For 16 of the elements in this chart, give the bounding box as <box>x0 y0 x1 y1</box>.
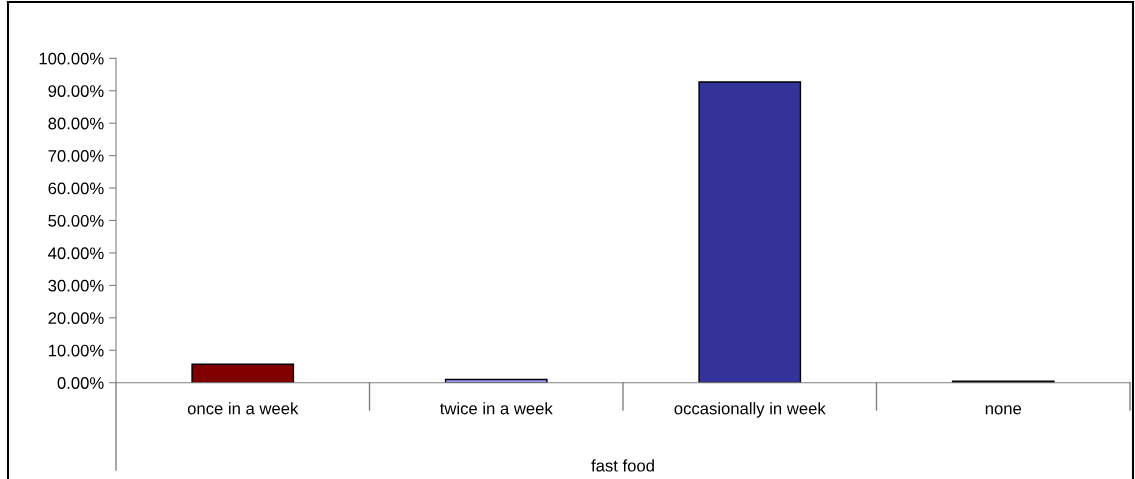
y-tick-label: 70.00% <box>48 150 104 162</box>
y-tick-label: 100.00% <box>39 52 104 65</box>
y-tick-label: 20.00% <box>48 312 104 325</box>
y-tick-label: 0.00% <box>57 377 104 389</box>
y-tick-label: 30.00% <box>48 279 104 292</box>
y-tick-label: 80.00% <box>48 117 104 130</box>
y-tick-label: 40.00% <box>48 247 104 260</box>
y-tick-label: 90.00% <box>48 85 104 97</box>
y-tick-label: 10.00% <box>48 344 104 357</box>
y-tick-label: 60.00% <box>48 182 104 195</box>
x-tick-label: none <box>985 405 1022 415</box>
y-tick-label: 50.00% <box>48 214 104 227</box>
x-axis-title: fast food <box>591 459 654 472</box>
x-tick-label: once in a week <box>187 402 299 415</box>
x-tick-label: twice in a week <box>440 402 553 415</box>
x-tick-label: occasionally in week <box>674 402 826 418</box>
